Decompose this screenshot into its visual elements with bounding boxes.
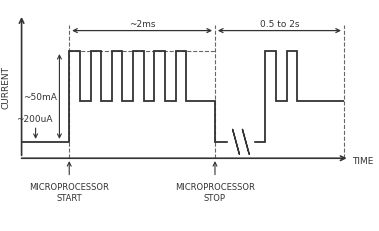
Text: MICROPROCESSOR
START: MICROPROCESSOR START (29, 182, 109, 202)
Text: TIME: TIME (352, 157, 374, 166)
Bar (227, 128, 253, 156)
Text: ~50mA: ~50mA (23, 93, 56, 102)
Text: ~2ms: ~2ms (129, 20, 155, 29)
Text: MICROPROCESSOR
STOP: MICROPROCESSOR STOP (175, 182, 255, 202)
Text: CURRENT: CURRENT (2, 66, 11, 109)
Text: 0.5 to 2s: 0.5 to 2s (260, 20, 299, 29)
Text: ~200uA: ~200uA (16, 114, 52, 123)
